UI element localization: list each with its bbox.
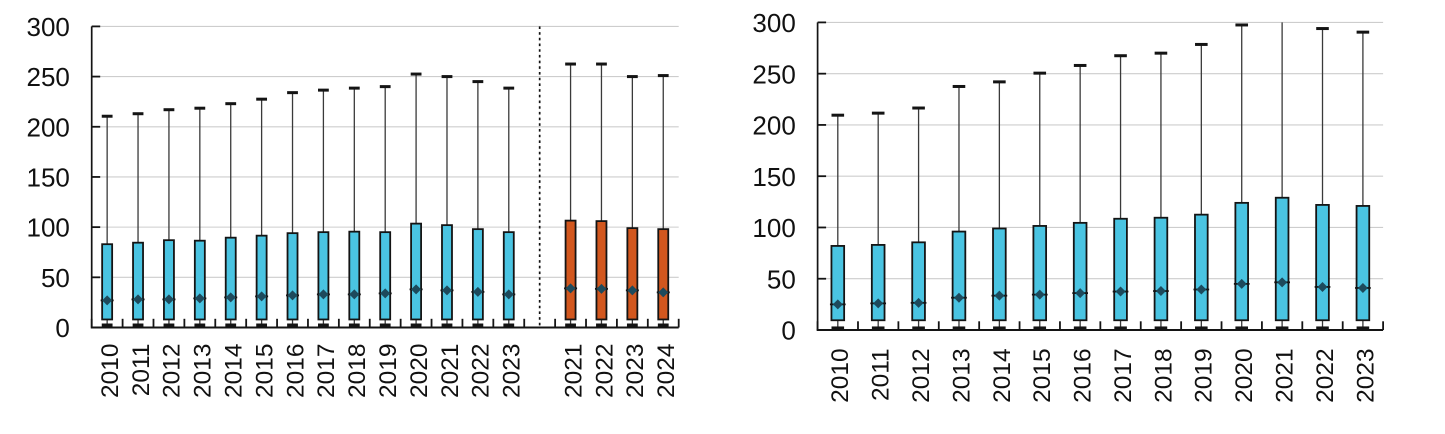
svg-text:2014: 2014 — [989, 348, 1016, 403]
svg-text:2016: 2016 — [1070, 348, 1097, 403]
svg-text:2018: 2018 — [1150, 348, 1177, 403]
svg-text:2015: 2015 — [1029, 348, 1056, 403]
svg-text:2010: 2010 — [827, 348, 854, 403]
svg-text:2010: 2010 — [97, 344, 124, 399]
svg-text:2013: 2013 — [948, 348, 975, 403]
svg-text:50: 50 — [41, 263, 70, 293]
svg-text:2011: 2011 — [128, 344, 155, 397]
svg-text:150: 150 — [752, 162, 795, 192]
svg-text:2022: 2022 — [468, 344, 495, 399]
svg-text:2023: 2023 — [622, 344, 649, 399]
svg-text:2019: 2019 — [1191, 348, 1218, 403]
svg-text:2024: 2024 — [653, 344, 680, 399]
svg-text:300: 300 — [27, 12, 70, 42]
svg-text:2011: 2011 — [868, 348, 895, 401]
svg-text:2023: 2023 — [499, 344, 526, 399]
svg-text:50: 50 — [767, 264, 796, 294]
svg-text:2017: 2017 — [313, 344, 340, 399]
svg-text:2012: 2012 — [159, 344, 186, 399]
svg-text:2018: 2018 — [344, 344, 371, 399]
svg-text:300: 300 — [752, 8, 795, 38]
svg-text:2020: 2020 — [1231, 348, 1258, 403]
svg-text:250: 250 — [752, 59, 795, 89]
svg-text:2020: 2020 — [406, 344, 433, 399]
svg-text:200: 200 — [27, 112, 70, 142]
svg-text:2021: 2021 — [437, 344, 464, 399]
svg-text:2023: 2023 — [1352, 348, 1379, 403]
svg-text:100: 100 — [752, 213, 795, 243]
svg-text:2013: 2013 — [190, 344, 217, 399]
svg-text:0: 0 — [781, 316, 795, 346]
svg-text:2014: 2014 — [221, 344, 248, 399]
svg-text:100: 100 — [27, 213, 70, 243]
svg-text:250: 250 — [27, 62, 70, 92]
svg-text:2022: 2022 — [591, 344, 618, 399]
svg-text:2021: 2021 — [1272, 348, 1299, 403]
svg-text:2015: 2015 — [251, 344, 278, 399]
svg-text:2016: 2016 — [282, 344, 309, 399]
svg-text:2021: 2021 — [560, 344, 587, 399]
svg-text:2022: 2022 — [1312, 348, 1339, 403]
svg-text:0: 0 — [55, 313, 69, 343]
svg-text:2017: 2017 — [1110, 348, 1137, 403]
svg-text:2019: 2019 — [375, 344, 402, 399]
svg-text:200: 200 — [752, 111, 795, 141]
svg-text:150: 150 — [27, 163, 70, 193]
svg-text:2012: 2012 — [908, 348, 935, 403]
